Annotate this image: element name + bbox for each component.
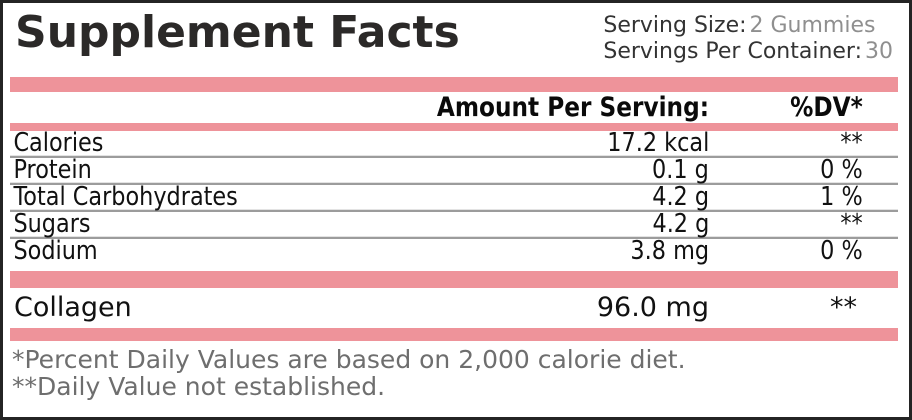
ingredient-amount: 96.0 mg — [596, 292, 709, 323]
servings-per-container-label: Servings Per Container: — [603, 39, 862, 65]
serving-size-row: Serving Size: 2 Gummies — [603, 13, 893, 39]
nutrient-amount: 17.2 kcal — [606, 128, 709, 158]
serving-size-value: 2 Gummies — [749, 13, 876, 38]
percent-dv-header: %DV* — [790, 92, 863, 123]
nutrient-dv: 1 % — [820, 182, 863, 212]
amount-per-serving-header: Amount Per Serving: — [436, 92, 709, 123]
nutrient-name: Protein — [13, 155, 92, 185]
nutrient-amount: 0.1 g — [652, 155, 709, 185]
serving-info: Serving Size: 2 Gummies Servings Per Cont… — [603, 10, 901, 74]
nutrient-row-sugars: Sugars 4.2 g ** — [10, 209, 898, 239]
footnote-percent-dv: *Percent Daily Values are based on 2,000… — [12, 345, 686, 374]
divider-bar-under-header — [10, 123, 898, 131]
row-separator — [10, 236, 898, 239]
nutrient-dv: ** — [840, 209, 863, 239]
servings-per-container-row: Servings Per Container: 30 — [603, 39, 893, 65]
nutrient-name: Sodium — [13, 236, 98, 266]
nutrient-row-calories: Calories 17.2 kcal ** — [10, 128, 898, 158]
nutrient-amount: 3.8 mg — [630, 236, 709, 266]
nutrient-row-total-carbohydrates: Total Carbohydrates 4.2 g 1 % — [10, 182, 898, 212]
footnotes: *Percent Daily Values are based on 2,000… — [3, 341, 909, 400]
ingredient-row-collagen: Collagen 96.0 mg ** — [10, 288, 898, 328]
ingredient-dv: ** — [830, 292, 857, 323]
nutrient-amount: 4.2 g — [652, 182, 709, 212]
nutrient-row-sodium: Sodium 3.8 mg 0 % — [10, 236, 898, 266]
ingredient-name: Collagen — [14, 292, 132, 323]
divider-bar-above-collagen — [10, 271, 898, 288]
row-separator — [10, 155, 898, 158]
serving-size-label: Serving Size: — [603, 13, 747, 38]
nutrient-dv: 0 % — [820, 155, 863, 185]
servings-per-container-value: 30 — [865, 39, 893, 65]
row-separator — [10, 209, 898, 212]
nutrient-amount: 4.2 g — [652, 209, 709, 239]
panel-title: Supplement Facts — [15, 7, 460, 58]
row-separator — [10, 182, 898, 185]
footnote-dv-not-established: **Daily Value not established. — [12, 372, 386, 401]
nutrient-name: Sugars — [13, 209, 91, 239]
nutrient-name: Total Carbohydrates — [13, 182, 238, 212]
nutrient-dv: 0 % — [820, 236, 863, 266]
nutrient-name: Calories — [13, 128, 104, 158]
divider-bar-top — [10, 77, 898, 92]
nutrient-dv: ** — [840, 128, 863, 158]
column-header-row: Amount Per Serving: %DV* — [10, 92, 898, 123]
divider-bar-below-collagen — [10, 328, 898, 341]
header-section: Supplement Facts Serving Size: 2 Gummies … — [3, 3, 909, 74]
nutrient-row-protein: Protein 0.1 g 0 % — [10, 155, 898, 185]
